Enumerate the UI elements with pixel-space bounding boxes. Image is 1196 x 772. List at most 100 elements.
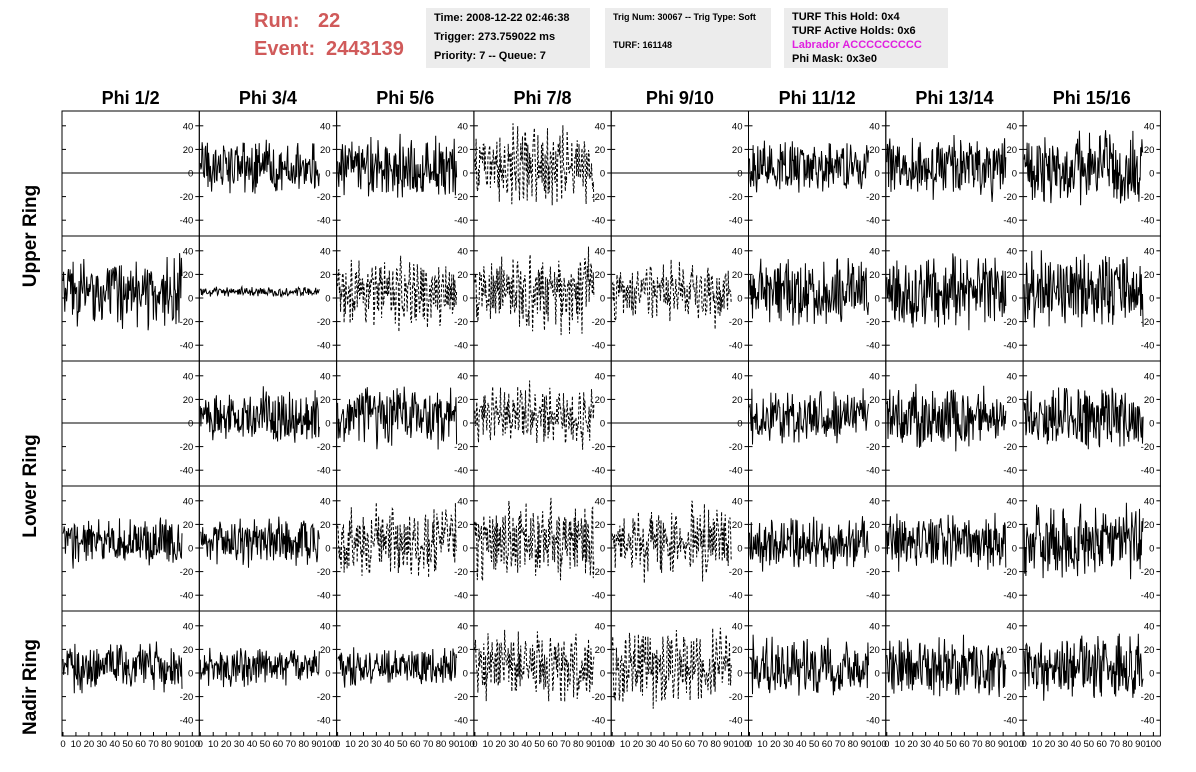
- column-header: Phi 7/8: [514, 88, 572, 108]
- y-tick-label: 40: [457, 371, 468, 382]
- x-tick-label: 80: [573, 739, 584, 750]
- y-tick-label: -40: [454, 341, 468, 352]
- y-tick-label: 40: [1144, 246, 1155, 257]
- x-tick-label: 20: [633, 739, 644, 750]
- y-tick-label: 0: [1012, 294, 1017, 305]
- y-tick-label: -40: [180, 216, 194, 227]
- x-tick-label: 30: [371, 739, 382, 750]
- x-tick-label: 10: [620, 739, 631, 750]
- y-tick-label: -20: [729, 567, 743, 578]
- waveform-trace: [62, 641, 183, 694]
- y-tick-label: 0: [600, 169, 605, 180]
- y-tick-label: 40: [595, 371, 606, 382]
- y-tick-label: 0: [325, 169, 330, 180]
- y-tick-label: 40: [1144, 121, 1155, 132]
- y-tick-label: 0: [1149, 419, 1154, 430]
- y-tick-label: -40: [1141, 591, 1155, 602]
- y-tick-label: 20: [457, 270, 468, 281]
- x-tick-label: 70: [286, 739, 297, 750]
- x-tick-label: 80: [710, 739, 721, 750]
- y-tick-label: -20: [454, 567, 468, 578]
- x-tick-label: 40: [109, 739, 120, 750]
- y-tick-label: 0: [1012, 169, 1017, 180]
- y-tick-label: -20: [317, 692, 331, 703]
- run-line: Run: 22: [254, 10, 340, 33]
- waveform-trace: [337, 647, 458, 688]
- y-tick-label: 40: [595, 246, 606, 257]
- x-tick-label: 90: [998, 739, 1009, 750]
- x-tick-label: 0: [747, 739, 752, 750]
- turf-active-holds-text: TURF Active Holds: 0x6: [792, 25, 916, 37]
- y-tick-label: 40: [457, 121, 468, 132]
- y-tick-label: -40: [317, 591, 331, 602]
- y-tick-label: -20: [317, 442, 331, 453]
- y-tick-label: 0: [875, 419, 880, 430]
- y-tick-label: 20: [869, 270, 880, 281]
- y-tick-label: -20: [180, 317, 194, 328]
- y-tick-label: -40: [1141, 466, 1155, 477]
- y-tick-label: -40: [1003, 216, 1017, 227]
- y-tick-label: -20: [866, 442, 880, 453]
- waveform-trace: [611, 259, 732, 330]
- y-tick-label: 40: [869, 121, 880, 132]
- y-tick-label: 20: [320, 520, 331, 531]
- y-tick-label: 0: [737, 544, 742, 555]
- x-tick-label: 70: [148, 739, 159, 750]
- x-tick-label: 40: [384, 739, 395, 750]
- y-tick-label: -20: [180, 692, 194, 703]
- x-tick-label: 70: [1109, 739, 1120, 750]
- y-tick-label: -40: [1003, 466, 1017, 477]
- y-tick-label: -40: [729, 466, 743, 477]
- y-tick-label: 0: [875, 294, 880, 305]
- x-tick-label: 30: [1058, 739, 1069, 750]
- x-tick-label: 10: [894, 739, 905, 750]
- y-tick-label: 20: [1144, 145, 1155, 156]
- y-tick-label: 40: [1144, 371, 1155, 382]
- x-tick-label: 50: [122, 739, 133, 750]
- x-tick-label: 30: [97, 739, 108, 750]
- y-tick-label: 20: [457, 645, 468, 656]
- y-tick-label: -40: [454, 216, 468, 227]
- y-tick-label: 20: [1144, 645, 1155, 656]
- x-tick-label: 0: [60, 739, 65, 750]
- x-tick-label: 100: [596, 739, 612, 750]
- y-tick-label: 40: [1007, 621, 1018, 632]
- y-tick-label: -40: [1003, 716, 1017, 727]
- y-tick-label: 0: [325, 294, 330, 305]
- y-tick-label: 40: [732, 246, 743, 257]
- x-tick-label: 90: [174, 739, 185, 750]
- x-tick-label: 50: [534, 739, 545, 750]
- x-tick-label: 90: [586, 739, 597, 750]
- y-tick-label: 0: [463, 669, 468, 680]
- run-label: Run:: [254, 10, 300, 32]
- y-tick-label: -20: [866, 692, 880, 703]
- y-tick-label: 20: [1144, 270, 1155, 281]
- y-tick-label: -20: [866, 567, 880, 578]
- x-tick-label: 30: [508, 739, 519, 750]
- y-tick-label: 40: [595, 621, 606, 632]
- x-tick-label: 100: [459, 739, 475, 750]
- y-tick-label: -40: [591, 341, 605, 352]
- column-header: Phi 13/14: [915, 88, 993, 108]
- time-text: Time: 2008-12-22 02:46:38: [434, 12, 570, 24]
- waveform-trace: [337, 133, 458, 198]
- y-tick-label: 20: [732, 520, 743, 531]
- y-tick-label: 0: [600, 419, 605, 430]
- y-tick-label: 20: [1007, 395, 1018, 406]
- y-tick-label: 0: [1012, 669, 1017, 680]
- y-tick-label: 40: [183, 371, 194, 382]
- y-tick-label: 0: [325, 544, 330, 555]
- y-tick-label: 0: [188, 419, 193, 430]
- x-tick-label: 10: [208, 739, 219, 750]
- y-tick-label: 20: [1007, 270, 1018, 281]
- waveform-trace: [611, 627, 732, 709]
- y-tick-label: 40: [732, 371, 743, 382]
- y-tick-label: 20: [732, 645, 743, 656]
- y-tick-label: 40: [183, 246, 194, 257]
- y-tick-label: 40: [1144, 621, 1155, 632]
- y-tick-label: -40: [866, 341, 880, 352]
- y-tick-label: 0: [737, 669, 742, 680]
- column-header: Phi 5/6: [376, 88, 434, 108]
- waveform-trace: [474, 246, 595, 336]
- x-tick-label: 90: [723, 739, 734, 750]
